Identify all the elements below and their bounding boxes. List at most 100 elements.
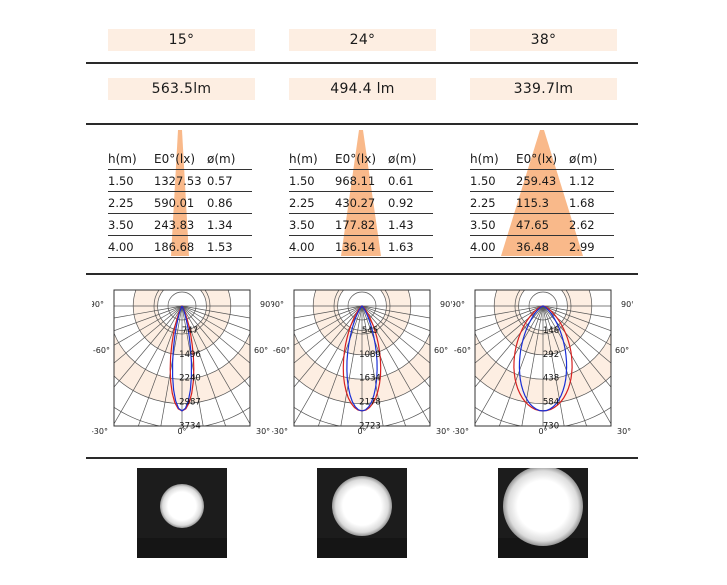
polar-radial xyxy=(475,305,544,332)
header-d: ø(m) xyxy=(388,152,417,166)
polar-axis-label: 60° xyxy=(254,346,268,355)
polar-ring-label: 1634 xyxy=(359,374,381,384)
polar-radial xyxy=(181,305,250,332)
cell-e: 430.27 xyxy=(335,196,376,210)
cell-h: 2.25 xyxy=(289,196,315,210)
header-h: h(m) xyxy=(289,152,318,166)
cell-h: 4.00 xyxy=(470,240,496,254)
cell-h: 1.50 xyxy=(108,174,134,188)
curve-c90-c270 xyxy=(518,305,568,412)
cell-d: 1.34 xyxy=(207,218,233,232)
angle-label-24: 24° xyxy=(289,29,436,51)
cell-d: 1.43 xyxy=(388,218,414,232)
polar-radial xyxy=(340,305,363,426)
cell-h: 4.00 xyxy=(289,240,315,254)
row-divider xyxy=(289,235,433,236)
cell-h: 2.25 xyxy=(108,196,134,210)
polar-radial xyxy=(498,305,544,426)
header-d: ø(m) xyxy=(207,152,236,166)
cell-e: 259.43 xyxy=(516,174,557,188)
polar-axis-label: 60° xyxy=(615,346,629,355)
polar-radial xyxy=(114,305,183,425)
cell-h: 1.50 xyxy=(470,174,496,188)
polar-ring-label: 584 xyxy=(543,398,559,408)
polar-diagram-15: 747 1496 2240 2987 3734 -90° 90° -60° 60° -30° 0° 3… xyxy=(92,289,272,436)
polar-ring-label: 747 xyxy=(182,326,198,336)
cell-h: 1.50 xyxy=(289,174,315,188)
table-header: h(m) E0°(lx) ø(m) xyxy=(470,148,614,169)
header-e: E0°(lx) xyxy=(516,152,558,166)
polar-axis-label: -60° xyxy=(273,346,290,355)
polar-axis-label: 90° xyxy=(260,300,272,309)
table-row: 2.25 430.27 0.92 xyxy=(289,192,433,213)
divider-2 xyxy=(86,123,638,125)
table-header: h(m) E0°(lx) ø(m) xyxy=(289,148,433,169)
polar-frame xyxy=(293,289,431,427)
polar-radial xyxy=(542,305,565,426)
polar-radial xyxy=(294,305,363,346)
polar-axis-label: 90° xyxy=(440,300,452,309)
polar-axis-label: 0° xyxy=(357,427,366,436)
header-h: h(m) xyxy=(108,152,137,166)
cell-d: 0.92 xyxy=(388,196,414,210)
lumen-label-24: 494.4 lm xyxy=(289,78,436,100)
angle-label-38: 38° xyxy=(470,29,617,51)
polar-axis-label: 30° xyxy=(436,427,450,436)
row-divider xyxy=(108,191,252,192)
cell-e: 186.68 xyxy=(154,240,195,254)
polar-radial xyxy=(542,305,611,332)
polar-radial xyxy=(542,305,611,425)
row-divider xyxy=(108,213,252,214)
polar-radial xyxy=(181,305,250,346)
polar-radial xyxy=(181,305,250,364)
polar-radial xyxy=(181,305,250,388)
polar-axis-label: 0° xyxy=(177,427,186,436)
illuminance-table-38: h(m) E0°(lx) ø(m) 1.50 259.43 1.12 2.25 115.3 1.… xyxy=(470,130,614,258)
cell-d: 1.53 xyxy=(207,240,233,254)
polar-axis-label: -30° xyxy=(272,427,288,436)
polar-radial xyxy=(542,305,611,364)
polar-ring-label: 2178 xyxy=(359,398,381,408)
polar-radial xyxy=(542,305,588,426)
table-row: 3.50 47.65 2.62 xyxy=(470,214,614,235)
polar-radial xyxy=(294,305,363,319)
polar-ring-top xyxy=(153,290,211,335)
cell-h: 3.50 xyxy=(289,218,315,232)
cell-e: 36.48 xyxy=(516,240,549,254)
polar-ring-top xyxy=(333,290,391,335)
light-spot xyxy=(503,468,583,546)
table-row: 2.25 590.01 0.86 xyxy=(108,192,252,213)
polar-ring-label: 1089 xyxy=(359,350,381,360)
row-divider xyxy=(108,235,252,236)
table-row: 4.00 136.14 1.63 xyxy=(289,236,433,257)
cell-h: 2.25 xyxy=(470,196,496,210)
polar-ring-top xyxy=(514,290,572,335)
polar-diagram-38: 146 292 438 584 730 -90° 90° -60° 60° -30° 0° 30° xyxy=(453,289,633,436)
table-row: 2.25 115.3 1.68 xyxy=(470,192,614,213)
polar-radial xyxy=(181,305,227,426)
lumen-label-15: 563.5lm xyxy=(108,78,255,100)
cell-h: 3.50 xyxy=(108,218,134,232)
polar-ring-top xyxy=(167,291,197,321)
polar-radial xyxy=(542,305,611,346)
cell-d: 0.57 xyxy=(207,174,233,188)
cell-d: 2.99 xyxy=(569,240,595,254)
polar-radial xyxy=(294,305,363,364)
illuminance-table-24: h(m) E0°(lx) ø(m) 1.50 968.11 0.61 2.25 430.27 0… xyxy=(289,130,433,258)
polar-axis-label: 0° xyxy=(538,427,547,436)
polar-axis-label: -90° xyxy=(453,300,465,309)
table-row: 3.50 243.83 1.34 xyxy=(108,214,252,235)
beam-cone xyxy=(171,130,189,256)
polar-ring-label: 2987 xyxy=(179,398,201,408)
row-divider xyxy=(470,257,614,258)
polar-ring-label: 2240 xyxy=(179,374,201,384)
polar-radial xyxy=(361,305,384,426)
header-e: E0°(lx) xyxy=(335,152,377,166)
cell-e: 47.65 xyxy=(516,218,549,232)
beam-photo-15 xyxy=(137,468,227,558)
cell-d: 1.68 xyxy=(569,196,595,210)
polar-radial xyxy=(160,305,183,426)
header-h: h(m) xyxy=(470,152,499,166)
table-row: 3.50 177.82 1.43 xyxy=(289,214,433,235)
polar-radial xyxy=(114,305,183,388)
